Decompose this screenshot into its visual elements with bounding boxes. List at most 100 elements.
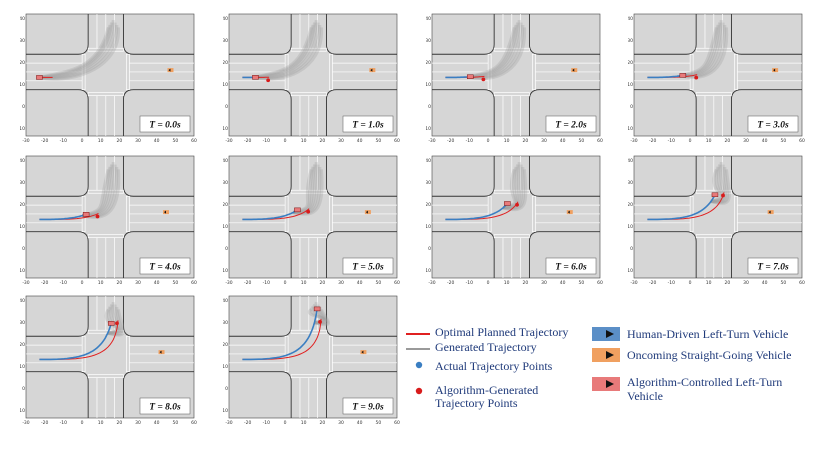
plot-background [25,295,195,419]
curb-top-right [730,156,802,197]
curb-top-right [528,156,600,197]
y-tick-label: 30 [628,38,633,44]
x-tick-label: 50 [375,138,381,144]
x-tick-label: -30 [22,280,29,286]
curb-bottom-right [325,371,397,418]
y-tick-label: 40 [223,16,228,22]
curb-bottom-right [122,371,194,418]
algorithm-generated-point [515,202,519,207]
algorithm-controlled-vehicle [504,201,511,206]
x-tick-label: 0 [487,138,490,144]
x-tick-label: 30 [338,280,344,286]
y-tick-label: 40 [20,298,25,304]
time-label-box [139,257,191,275]
time-label-box [139,115,191,133]
y-tick-label: -10 [628,268,633,274]
x-tick-label: 10 [504,138,510,144]
y-tick-label: 30 [628,180,633,186]
x-tick-label: 10 [706,138,712,144]
y-tick-label: 0 [22,104,25,110]
x-tick-label: -30 [225,280,232,286]
x-tick-label: 10 [301,420,307,426]
curb-top-right [325,296,397,337]
x-tick-label: 60 [191,280,197,286]
y-tick-label: 40 [223,298,228,304]
x-tick-label: -30 [428,280,435,286]
curb-top-right [122,156,194,197]
curb-bottom-left [634,89,697,136]
y-tick-label: 40 [20,158,25,164]
time-label: T = 3.0s [757,121,789,131]
algorithm-controlled-vehicle [679,73,687,78]
actual-trajectory [39,323,112,361]
legend-human: Human-Driven Left-Turn Vehicle [627,327,789,341]
x-tick-label: 40 [154,138,160,144]
time-label-box [342,115,394,133]
y-tick-label: 20 [20,60,25,66]
time-label: T = 4.0s [149,263,181,273]
algorithm-generated-point [266,78,271,83]
algorithm-controlled-vehicle [252,75,259,80]
plot-background [228,155,398,279]
curb-top-right [730,14,802,55]
scene-panel: -30 -20 -10 0 10 20 30 40 50 60 40 30 20 10 0 -10 T = 6.… [424,152,606,294]
x-tick-label: 50 [172,138,178,144]
plot-background [633,155,803,279]
y-tick-label: 30 [20,320,25,326]
y-tick-label: 20 [426,202,431,208]
x-tick-label: 40 [560,280,566,286]
lane-markings [229,296,397,418]
intersection-plot: -30 -20 -10 0 10 20 30 40 50 60 40 30 20 10 0 -10 T = 5.… [221,155,400,286]
lane-markings [432,14,600,136]
y-tick-label: 10 [223,224,228,230]
time-label: T = 6.0s [555,263,587,273]
algorithm-controlled-vehicle [36,75,43,80]
x-tick-label: 40 [154,420,160,426]
lane-markings [26,14,194,136]
legend-algo-line2: Trajectory Points [435,396,518,410]
curb-top-left [229,14,292,55]
x-tick-label: 40 [357,280,363,286]
y-tick-label: -10 [223,408,228,414]
algorithm-generated-point [694,75,699,80]
y-tick-label: 10 [20,364,25,370]
x-tick-label: -30 [630,280,637,286]
plot-background [633,13,803,137]
lane-markings [26,156,194,278]
y-tick-label: 30 [426,180,431,186]
algorithm-generated-point [115,321,119,326]
time-label: T = 0.0s [149,121,181,131]
x-tick-label: 0 [284,420,287,426]
algo-point-swatch [415,387,423,395]
x-tick-label: 40 [560,138,566,144]
x-tick-label: 30 [541,280,547,286]
scene-panel: -30 -20 -10 0 10 20 30 40 50 60 40 30 20 10 0 -10 T = 0.… [18,10,200,152]
time-label: T = 8.0s [149,403,181,413]
x-tick-label: -20 [41,280,48,286]
actual-trajectory [39,213,87,221]
x-tick-label: -10 [668,280,675,286]
x-tick-label: -20 [447,280,454,286]
y-tick-label: 20 [426,60,431,66]
legend-algo-ctrl-line2: Vehicle [627,389,663,403]
plot-background [228,295,398,419]
x-tick-label: 20 [319,280,325,286]
optimal-line-swatch [406,333,430,335]
x-tick-label: -20 [649,138,656,144]
y-tick-label: 30 [20,180,25,186]
intersection-plot: -30 -20 -10 0 10 20 30 40 50 60 40 30 20 10 0 -10 T = 2.… [424,13,603,144]
x-tick-label: 10 [98,280,104,286]
x-tick-label: 20 [522,138,528,144]
scene-panel: -30 -20 -10 0 10 20 30 40 50 60 40 30 20 10 0 -10 T = 4.… [18,152,200,294]
y-tick-label: 0 [225,386,228,392]
x-tick-label: 50 [172,420,178,426]
curb-bottom-left [229,231,292,278]
x-tick-label: -10 [668,138,675,144]
x-tick-label: 60 [597,138,603,144]
generated-trajectory-fan [104,301,125,337]
generated-trajectory-fan [502,161,528,212]
x-tick-label: 40 [762,280,768,286]
curb-bottom-left [229,371,292,418]
x-tick-label: -10 [60,138,67,144]
lane-markings [229,14,397,136]
